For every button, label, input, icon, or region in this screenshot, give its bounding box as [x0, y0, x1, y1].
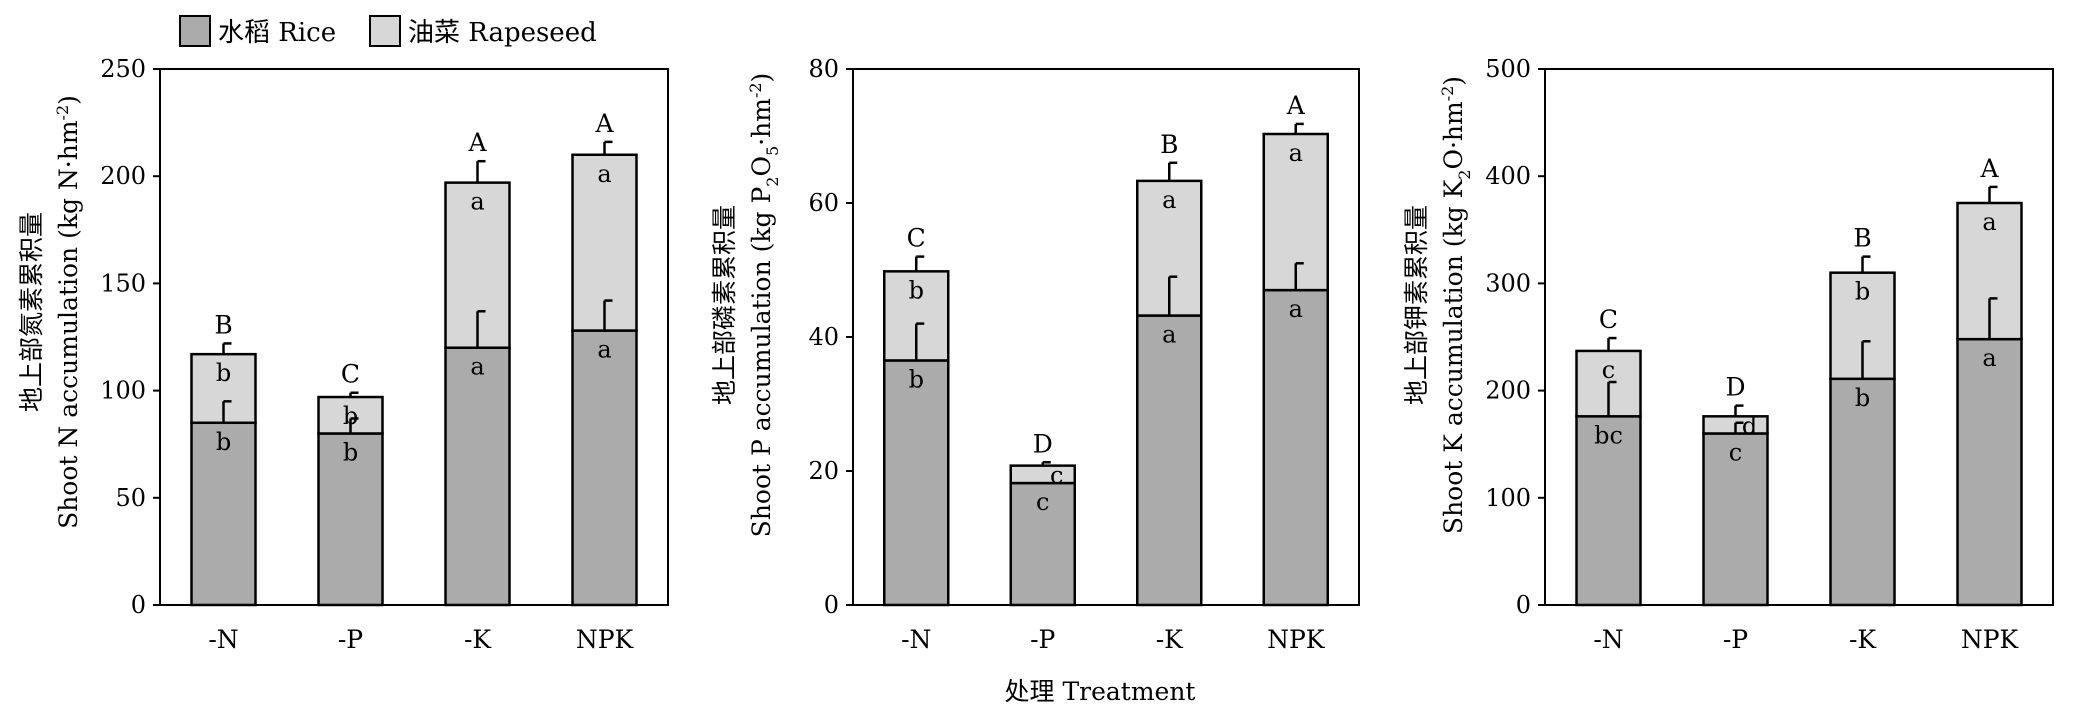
y-tick-label: 40: [808, 323, 839, 351]
sig-label-total: C: [341, 360, 360, 389]
sig-label-rapeseed: b: [216, 359, 231, 387]
sig-label-total: A: [594, 109, 614, 138]
x-tick-label: -N: [208, 625, 238, 654]
bar-rice: [1136, 314, 1203, 607]
y-tick-label: 250: [100, 55, 146, 83]
y-axis-title-cn: 地上部氮素累积量: [17, 212, 46, 412]
sig-label-rice: a: [597, 336, 611, 364]
y-tick-label: 300: [1485, 269, 1531, 297]
y-axis-title-en: Shoot K accumulation (kg K2O·hm-2): [1438, 76, 1474, 534]
sig-label-rapeseed: b: [909, 276, 924, 304]
y-tick-label: 60: [808, 189, 839, 217]
y-tick-label: 20: [808, 457, 839, 485]
y-axis-title-cn: 地上部钾素累积量: [1402, 205, 1431, 405]
y-tick-label: 100: [100, 377, 146, 405]
x-tick-label: -N: [901, 625, 931, 654]
bar-rice: [1262, 288, 1329, 607]
legend-swatch-rapeseed: [369, 15, 401, 47]
x-tick-label: -K: [464, 625, 492, 654]
y-tick-label: 400: [1485, 162, 1531, 190]
sig-label-rapeseed: a: [1982, 208, 1996, 236]
sig-label-total: A: [1979, 154, 1999, 183]
plot-frame: [1544, 68, 2054, 606]
sig-label-rapeseed: a: [597, 160, 611, 188]
bar-rice: [1829, 377, 1896, 607]
sig-label-total: B: [1853, 224, 1871, 253]
sig-label-rice: b: [216, 428, 231, 456]
x-tick-label: -N: [1593, 625, 1623, 654]
y-tick-label: 150: [100, 269, 146, 297]
bar-rapeseed: [1009, 464, 1076, 485]
x-axis-title: 处理 Treatment: [1005, 677, 1196, 706]
y-tick-label: 200: [1485, 377, 1531, 405]
x-tick-label: NPK: [1961, 625, 2020, 654]
y-axis-title-en: Shoot P accumulation (kg P2O5·hm-2): [746, 73, 782, 538]
y-tick-label: 0: [131, 591, 146, 619]
sig-label-rapeseed: a: [470, 188, 484, 216]
sig-label-rice: b: [343, 438, 358, 466]
sig-label-total: B: [214, 310, 232, 339]
panel-n: 地上部氮素累积量 Shoot N accumulation (kg N·hm-2…: [17, 55, 669, 654]
y-tick-label: 80: [808, 55, 839, 83]
sig-label-rice: c: [1729, 438, 1742, 466]
bar-rice: [317, 432, 384, 607]
y-tick-label: 50: [115, 484, 146, 512]
legend-label-rice: 水稻 Rice: [218, 18, 336, 48]
y-tick-label: 200: [100, 162, 146, 190]
sig-label-total: A: [1286, 91, 1306, 120]
legend-swatch-rice: [179, 15, 211, 47]
x-tick-label: NPK: [1267, 625, 1326, 654]
sig-label-rapeseed: d: [1742, 412, 1757, 440]
x-tick-label: -P: [1723, 625, 1748, 654]
sig-label-rapeseed: c: [1050, 461, 1063, 489]
x-tick-label: -P: [1030, 625, 1055, 654]
bar-rice: [883, 359, 950, 607]
sig-label-total: D: [1033, 429, 1053, 458]
bar-rice: [1956, 337, 2023, 607]
sig-label-rice: a: [1162, 321, 1176, 349]
x-tick-label: NPK: [576, 625, 635, 654]
bar-rice: [1009, 481, 1076, 607]
y-axis-title-en: Shoot N accumulation (kg N·hm-2): [53, 95, 83, 529]
sig-label-rapeseed: b: [1855, 278, 1870, 306]
sig-label-rice: a: [1982, 344, 1996, 372]
sig-label-rice: a: [1289, 295, 1303, 323]
bar-rice: [571, 329, 638, 607]
sig-label-rapeseed: b: [343, 402, 358, 430]
sig-label-total: B: [1160, 130, 1178, 159]
sig-label-total: C: [1599, 305, 1618, 334]
sig-label-rice: a: [470, 353, 484, 381]
sig-label-rice: c: [1036, 488, 1049, 516]
y-tick-label: 100: [1485, 484, 1531, 512]
y-axis-title-cn: 地上部磷素累积量: [710, 205, 739, 405]
sig-label-total: D: [1725, 373, 1745, 402]
y-tick-label: 0: [1516, 591, 1531, 619]
sig-label-rapeseed: a: [1162, 186, 1176, 214]
sig-label-rapeseed: a: [1289, 139, 1303, 167]
x-tick-label: -K: [1156, 625, 1184, 654]
plot-frame: [159, 68, 669, 606]
x-tick-label: -P: [338, 625, 363, 654]
sig-label-rice: b: [1855, 384, 1870, 412]
legend: 水稻 Rice 油菜 Rapeseed: [179, 15, 597, 48]
bar-rice: [444, 346, 511, 607]
sig-label-total: C: [907, 224, 926, 253]
y-tick-label: 0: [824, 591, 839, 619]
panel-k: 地上部钾素累积量 Shoot K accumulation (kg K2O·hm…: [1402, 55, 2054, 654]
panel-p: 地上部磷素累积量 Shoot P accumulation (kg P2O5·h…: [710, 55, 1360, 654]
sig-label-rapeseed: c: [1602, 356, 1615, 384]
x-tick-label: -K: [1849, 625, 1877, 654]
sig-label-rice: b: [909, 365, 924, 393]
legend-label-rapeseed: 油菜 Rapeseed: [408, 18, 597, 48]
y-tick-label: 500: [1485, 55, 1531, 83]
sig-label-total: A: [467, 128, 487, 157]
sig-label-rice: bc: [1594, 421, 1623, 449]
